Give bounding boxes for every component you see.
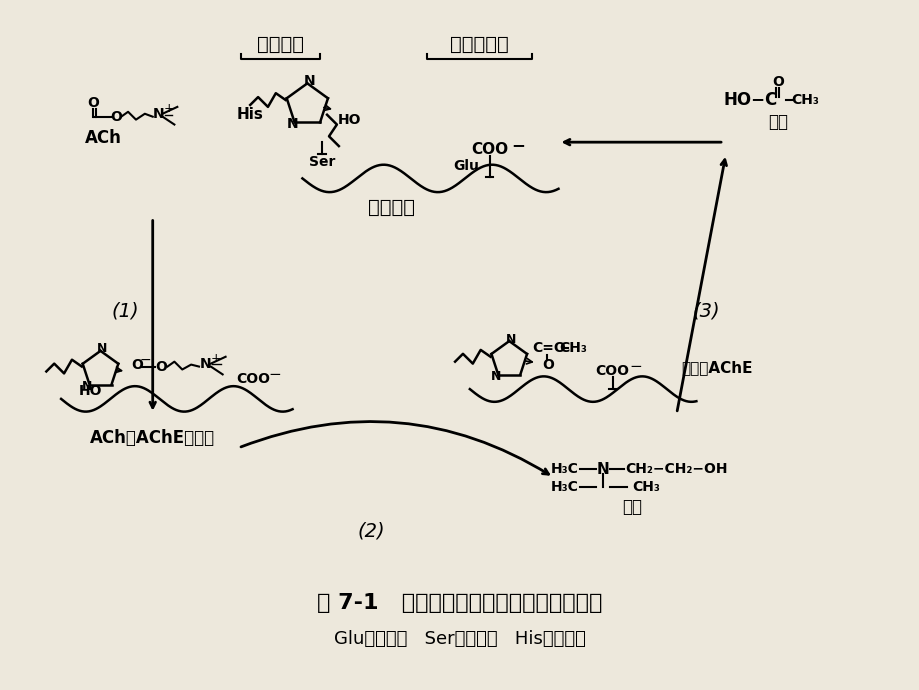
Text: +: + (163, 102, 174, 115)
Text: 胆碱酯酶: 胆碱酯酶 (368, 198, 414, 217)
Text: (3): (3) (692, 302, 720, 320)
Text: CH₂−CH₂−OH: CH₂−CH₂−OH (625, 462, 727, 476)
Text: N: N (199, 357, 211, 371)
Text: −: − (511, 136, 525, 154)
Text: Glu: Glu (452, 159, 478, 172)
Text: HO: HO (337, 112, 361, 127)
Text: COO: COO (471, 141, 507, 157)
Text: 乙酰化AChE: 乙酰化AChE (681, 360, 753, 375)
Text: COO: COO (595, 364, 629, 378)
Text: −: − (268, 367, 281, 382)
Text: COO: COO (236, 373, 270, 386)
Text: 图 7-1   胆碱酯酶水解乙酰胆碱过程示意图: 图 7-1 胆碱酯酶水解乙酰胆碱过程示意图 (317, 593, 602, 613)
Text: His: His (236, 107, 264, 122)
Text: 胆碱: 胆碱 (621, 497, 641, 515)
Text: O: O (542, 357, 554, 372)
Text: −: − (629, 359, 641, 374)
Text: ACh与AChE复合物: ACh与AChE复合物 (90, 429, 215, 447)
Text: CH₃: CH₃ (631, 480, 660, 494)
Text: N: N (303, 75, 315, 88)
Text: HO: HO (79, 384, 102, 398)
Text: O: O (155, 359, 167, 373)
Text: +: + (210, 352, 221, 365)
Text: −: − (140, 353, 152, 366)
Text: Ser: Ser (309, 155, 335, 169)
Text: 酶解部位: 酶解部位 (257, 34, 304, 54)
Text: C=O: C=O (531, 341, 565, 355)
Text: 乙酸: 乙酸 (767, 112, 788, 130)
Text: HO−C: HO−C (722, 91, 777, 109)
Text: 阴离子部位: 阴离子部位 (449, 34, 508, 54)
Text: N: N (97, 342, 108, 355)
Text: H₃C: H₃C (550, 462, 577, 476)
Text: N: N (596, 462, 608, 477)
Text: N: N (83, 380, 93, 393)
Text: N: N (491, 371, 501, 383)
Text: CH₃: CH₃ (790, 93, 818, 107)
Text: Glu：谷氨酸   Ser：丝氨酸   His：组氨酸: Glu：谷氨酸 Ser：丝氨酸 His：组氨酸 (334, 630, 585, 648)
Text: N: N (287, 117, 298, 131)
Text: (2): (2) (357, 522, 385, 541)
Text: N: N (505, 333, 516, 346)
Text: O: O (130, 357, 142, 372)
Text: ACh: ACh (85, 129, 122, 147)
Text: (1): (1) (111, 302, 139, 320)
Text: O: O (87, 96, 99, 110)
Text: H₃C: H₃C (550, 480, 577, 494)
Text: N: N (153, 107, 165, 121)
Text: O: O (110, 110, 122, 124)
Text: CH₃: CH₃ (559, 341, 586, 355)
Text: O: O (771, 75, 783, 90)
